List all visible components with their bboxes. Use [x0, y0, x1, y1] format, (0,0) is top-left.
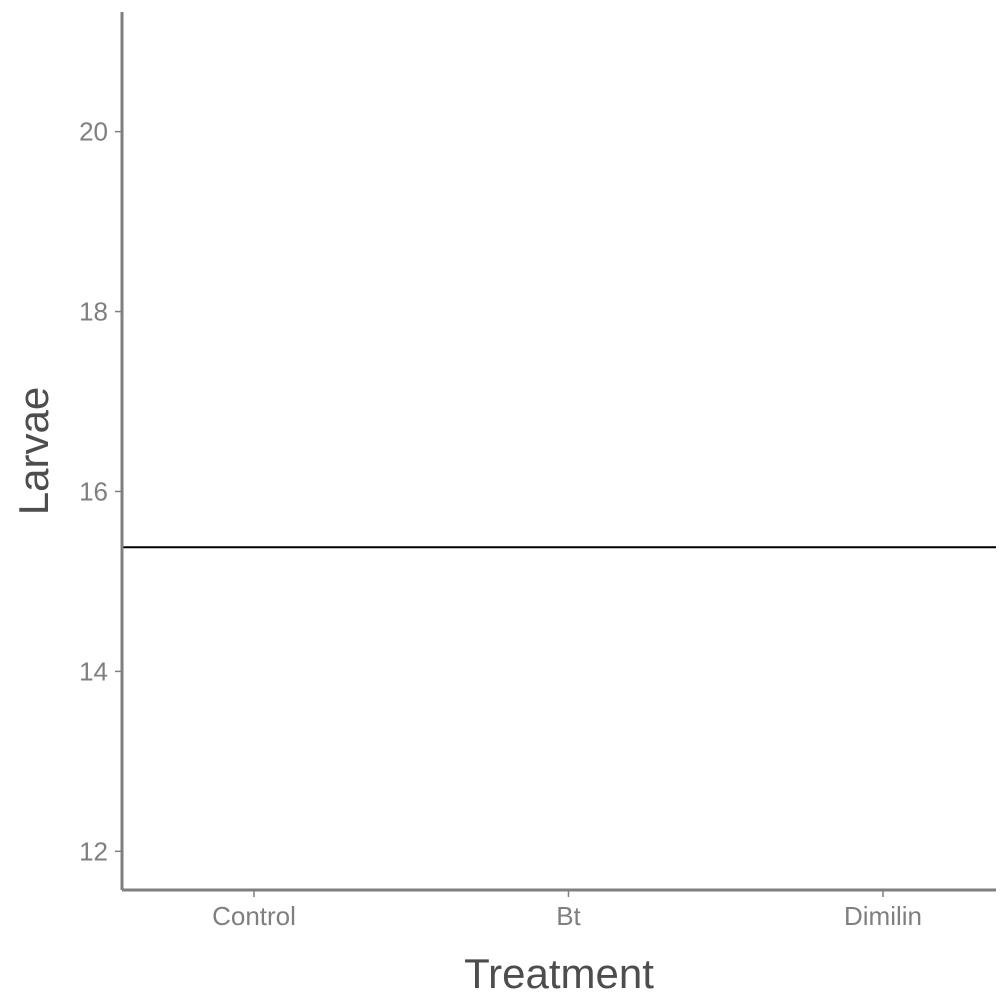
x-axis: Control Bt Dimilin [122, 888, 996, 931]
y-axis: 12 14 16 18 20 [79, 12, 124, 890]
y-tick-label: 12 [79, 836, 108, 866]
y-tick-label: 14 [79, 656, 108, 686]
y-axis-title: Larvae [10, 387, 57, 515]
x-tick-label: Control [212, 901, 296, 931]
x-tick-label: Bt [556, 901, 581, 931]
y-tick-label: 18 [79, 297, 108, 327]
x-tick-label: Dimilin [844, 901, 922, 931]
y-tick-label: 20 [79, 117, 108, 147]
x-axis-title: Treatment [464, 950, 654, 997]
y-tick-label: 16 [79, 476, 108, 506]
